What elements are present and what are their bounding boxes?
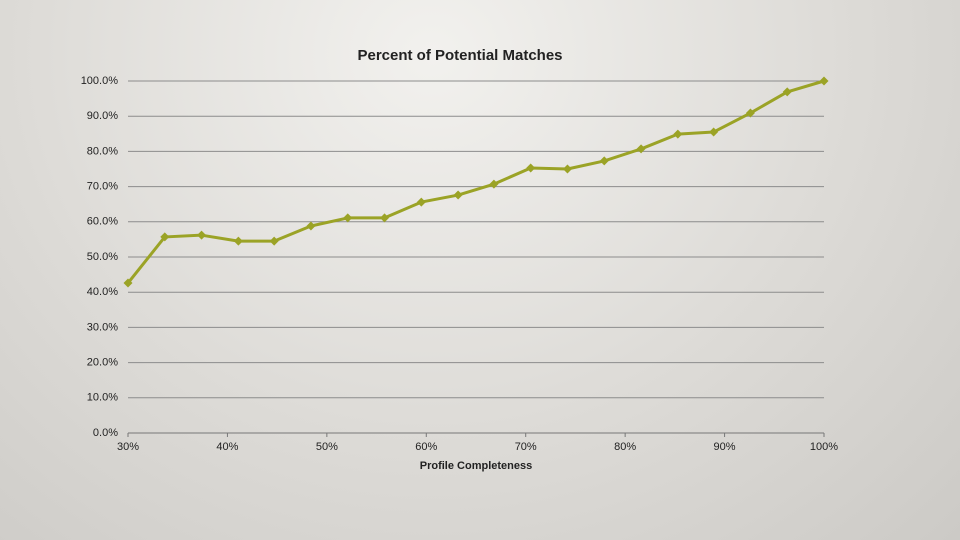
y-tick-label: 0.0% [93, 427, 118, 439]
data-point [745, 108, 755, 118]
data-point [197, 230, 207, 240]
x-tick-label: 70% [515, 441, 537, 453]
y-tick-label: 30.0% [87, 321, 118, 333]
data-point [123, 278, 133, 288]
x-axis-title: Profile Completeness [420, 460, 532, 472]
y-tick-label: 80.0% [87, 145, 118, 157]
data-point [160, 232, 170, 242]
y-tick-label: 10.0% [87, 392, 118, 404]
data-point [269, 236, 279, 246]
x-tick-label: 60% [415, 441, 437, 453]
y-tick-label: 20.0% [87, 357, 118, 369]
data-point [489, 179, 499, 189]
y-tick-label: 100.0% [81, 75, 119, 87]
x-tick-label: 90% [714, 441, 736, 453]
data-point [306, 221, 316, 231]
data-point [233, 236, 243, 246]
data-point [453, 190, 463, 200]
data-point [526, 163, 536, 173]
data-point [782, 87, 792, 97]
chart-title: Percent of Potential Matches [357, 47, 562, 64]
y-tick-label: 90.0% [87, 110, 118, 122]
x-tick-label: 30% [117, 441, 139, 453]
x-tick-label: 40% [216, 441, 238, 453]
data-line [126, 79, 825, 284]
y-tick-label: 50.0% [87, 251, 118, 263]
y-tick-label: 60.0% [87, 216, 118, 228]
x-tick-label: 80% [614, 441, 636, 453]
data-point [599, 156, 609, 166]
data-point [636, 144, 646, 154]
data-point [380, 213, 390, 223]
x-tick-label: 50% [316, 441, 338, 453]
data-point [709, 127, 719, 137]
y-tick-label: 70.0% [87, 181, 118, 193]
data-point [562, 164, 572, 174]
data-point [819, 76, 829, 86]
x-tick-label: 100% [810, 441, 838, 453]
y-tick-label: 40.0% [87, 286, 118, 298]
data-point [416, 197, 426, 207]
data-point [673, 129, 683, 139]
data-point [343, 213, 353, 223]
